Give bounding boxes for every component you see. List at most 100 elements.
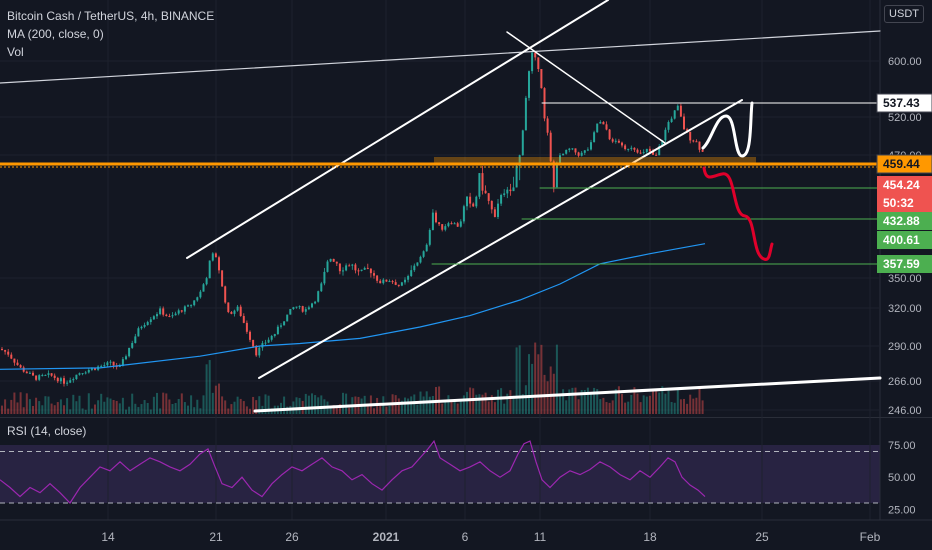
volume-bar	[230, 404, 233, 414]
candle-body	[524, 97, 527, 131]
volume-bar	[686, 403, 689, 414]
candle-body	[245, 322, 248, 332]
candle-body	[140, 326, 143, 329]
vol-legend: Vol	[7, 45, 24, 59]
volume-bar	[673, 402, 676, 414]
candle-body	[493, 209, 496, 217]
long-trendline	[0, 30, 881, 84]
volume-bar	[611, 400, 614, 414]
volume-bar	[577, 399, 580, 414]
volume-bar	[221, 396, 224, 414]
volume-bar	[348, 407, 351, 414]
candle-body	[552, 161, 555, 188]
symbol-legend: Bitcoin Cash / TetherUS, 4h, BINANCE	[7, 9, 215, 23]
candle-body	[50, 373, 53, 376]
volume-bar	[515, 347, 518, 414]
candle-body	[664, 129, 667, 141]
candle-body	[317, 291, 320, 302]
volume-bar	[109, 398, 112, 414]
candle-body	[435, 212, 437, 223]
volume-bar	[214, 385, 217, 414]
volume-bar	[670, 402, 673, 414]
candle-body	[84, 372, 87, 374]
price-label-bg	[877, 231, 932, 249]
candle-body	[537, 57, 540, 70]
volume-bar	[658, 392, 661, 414]
candle-body	[348, 265, 351, 267]
volume-bar	[140, 404, 143, 414]
time-axis[interactable]: 14 21 26 2021 6 11 18 25 Feb	[0, 519, 932, 544]
candle-body	[190, 305, 193, 307]
volume-bar	[586, 387, 589, 414]
price-tick-label: 266.00	[888, 376, 922, 388]
candle-body	[571, 148, 574, 150]
candle-body	[90, 368, 93, 370]
candle-body	[41, 375, 44, 377]
candle-body	[518, 155, 521, 166]
rsi-legend: RSI (14, close)	[7, 424, 87, 438]
candle-body	[286, 314, 289, 322]
volume-bar	[462, 395, 465, 414]
volume-bar	[500, 388, 503, 414]
candle-body	[252, 339, 255, 347]
volume-bar	[549, 366, 552, 414]
volume-bar	[397, 398, 400, 414]
candle-body	[397, 284, 400, 286]
currency-button[interactable]: USDT	[884, 5, 924, 23]
candle-body	[78, 373, 81, 375]
candle-body	[652, 151, 654, 155]
volume-bar	[639, 402, 642, 414]
candle-body	[233, 310, 236, 314]
volume-bar	[338, 404, 341, 414]
candle-body	[131, 343, 134, 348]
candle-body	[583, 150, 586, 153]
volume-bar	[580, 390, 583, 414]
candle-body	[394, 282, 397, 285]
candle-body	[7, 351, 10, 355]
rsi-line	[0, 439, 706, 504]
candle-body	[621, 142, 623, 146]
price-tick-label: 600.00	[888, 56, 922, 68]
candle-body	[459, 221, 462, 227]
candle-body	[205, 278, 208, 285]
candle-body	[624, 145, 627, 150]
candle-body	[326, 261, 329, 272]
volume-bar	[428, 396, 431, 414]
price-axis[interactable]: 600.00520.00470.00350.00320.00290.00266.…	[876, 56, 932, 516]
time-tick-label: 21	[209, 530, 223, 544]
volume-bar	[317, 397, 320, 414]
candle-body	[221, 270, 224, 287]
candle-body	[453, 223, 456, 225]
candle-body	[503, 193, 506, 195]
candle-body	[118, 365, 121, 367]
candle-body	[599, 122, 602, 124]
volume-bar	[227, 408, 230, 414]
volume-bar	[667, 390, 670, 414]
volume-bar	[441, 403, 444, 414]
volume-bar	[193, 407, 196, 414]
volume-bar	[177, 399, 180, 414]
trend-drawings[interactable]	[0, 0, 882, 413]
candle-body	[555, 162, 558, 188]
volume-bar	[32, 405, 34, 414]
volume-bar	[593, 387, 596, 414]
candle-body	[580, 152, 583, 156]
volume-bar	[156, 392, 158, 414]
volume-bar	[152, 396, 155, 414]
candle-body	[47, 373, 50, 375]
volume-bar	[137, 407, 140, 414]
volume-bar	[472, 388, 475, 414]
candle-body	[695, 141, 698, 143]
volume-bar	[174, 402, 177, 414]
volume-bar	[481, 394, 484, 414]
volume-bar	[571, 387, 574, 414]
candle-body	[292, 307, 295, 310]
price-label-tag: 50:32	[877, 194, 932, 212]
candle-body	[44, 374, 47, 376]
volume-bar	[512, 395, 515, 414]
volume-bar	[258, 396, 261, 414]
candle-body	[81, 373, 84, 375]
volume-bar	[233, 401, 236, 414]
candle-body	[218, 257, 220, 271]
